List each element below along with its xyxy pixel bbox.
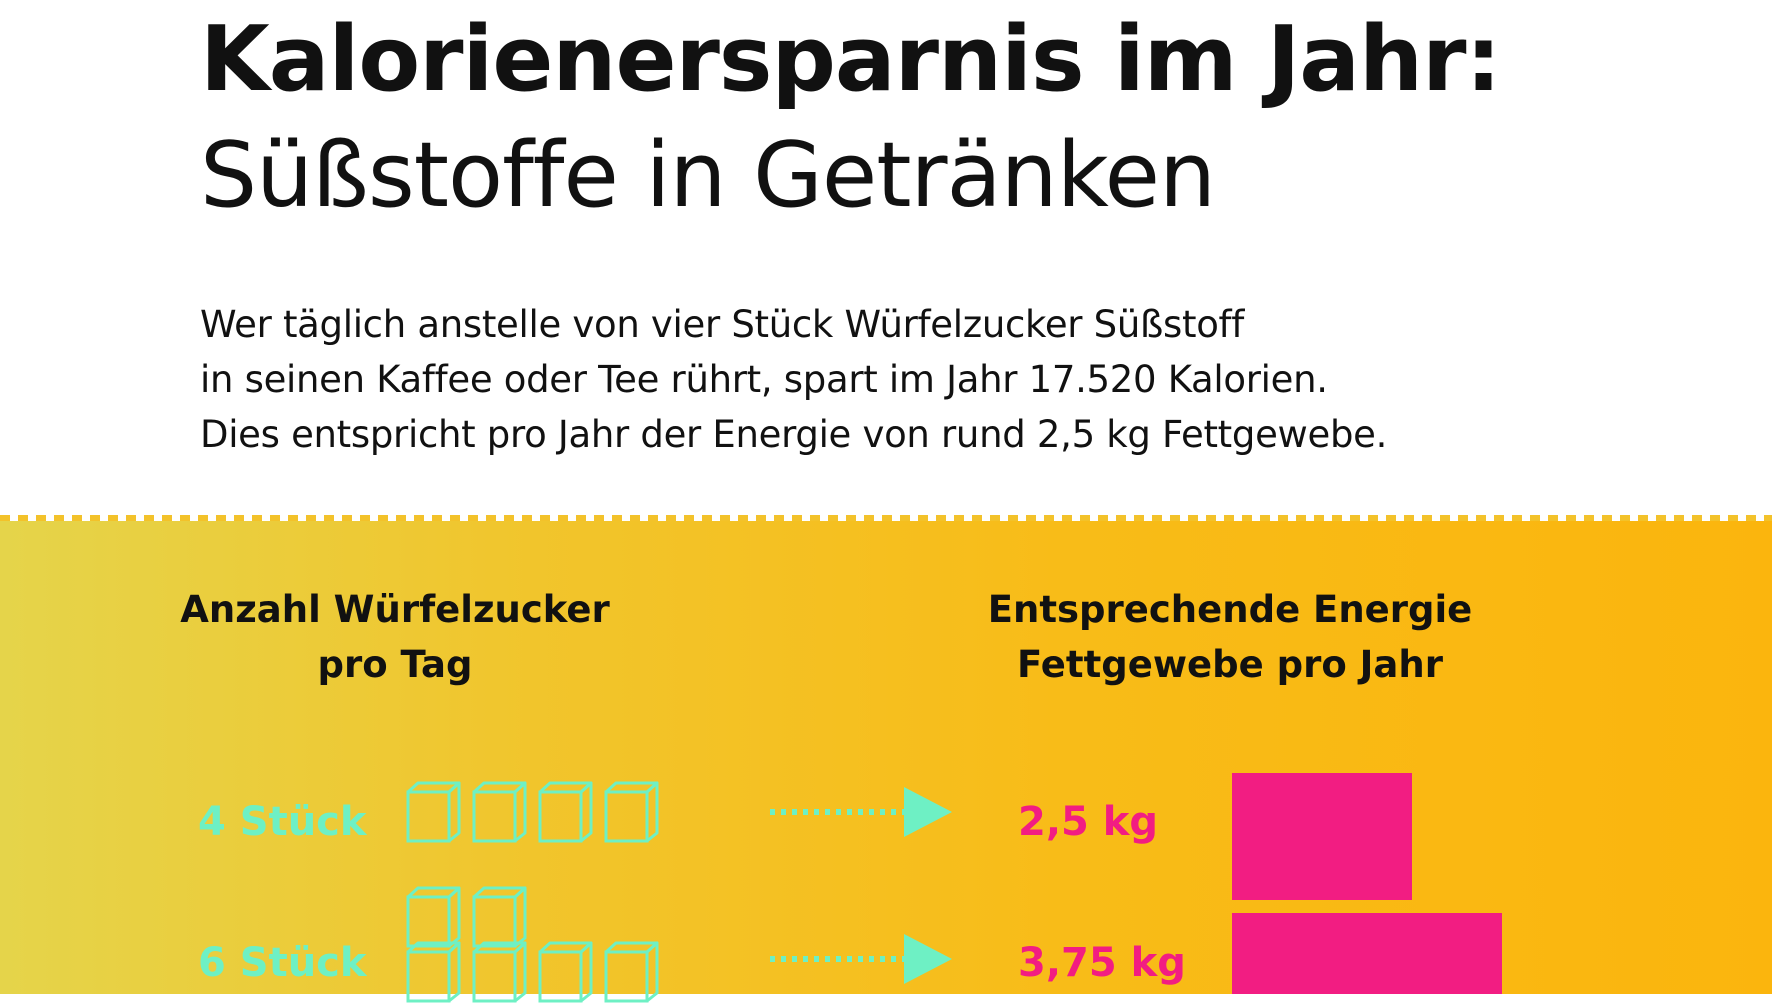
column-heading-sugar-cubes-line-1: Anzahl Würfelzucker (180, 588, 610, 631)
page-title: Kalorienersparnis im Jahr: (200, 7, 1501, 112)
row-1-label: 4 Stück (198, 799, 367, 845)
sugar-cube-icon (471, 780, 527, 844)
row-2-value: 3,75 kg (1018, 940, 1186, 986)
fat-block-row-2 (1232, 913, 1502, 994)
sugar-cube-icon (603, 780, 659, 844)
column-heading-fat-energy: Entsprechende Energie Fettgewebe pro Jah… (960, 582, 1500, 692)
column-heading-fat-energy-line-1: Entsprechende Energie (987, 588, 1473, 631)
sugar-cube-icon (537, 940, 593, 1004)
sugar-cube-icon (537, 780, 593, 844)
row-2-arrow-icon (770, 934, 952, 984)
row-1-arrow-icon (770, 787, 952, 837)
intro-line-1: Wer täglich anstelle von vier Stück Würf… (200, 303, 1244, 346)
page-subtitle: Süßstoffe in Getränken (200, 123, 1216, 228)
sugar-cube-icon (405, 885, 461, 949)
intro-line-3: Dies entspricht pro Jahr der Energie von… (200, 413, 1388, 456)
column-heading-sugar-cubes-line-2: pro Tag (317, 643, 473, 686)
column-heading-fat-energy-line-2: Fettgewebe pro Jahr (1017, 643, 1443, 686)
sugar-cube-icon (603, 940, 659, 1004)
row-1-value: 2,5 kg (1018, 799, 1159, 845)
sugar-cube-icon (471, 885, 527, 949)
row-2-label: 6 Stück (198, 940, 367, 986)
fat-block-row-1 (1232, 773, 1412, 900)
sugar-cube-icon (405, 940, 461, 1004)
sugar-cube-icon (471, 940, 527, 1004)
sugar-cube-icon (405, 780, 461, 844)
column-heading-sugar-cubes: Anzahl Würfelzucker pro Tag (150, 582, 640, 692)
intro-text: Wer täglich anstelle von vier Stück Würf… (200, 297, 1387, 462)
band-dashed-edge (0, 515, 1772, 523)
intro-line-2: in seinen Kaffee oder Tee rührt, spart i… (200, 358, 1328, 401)
